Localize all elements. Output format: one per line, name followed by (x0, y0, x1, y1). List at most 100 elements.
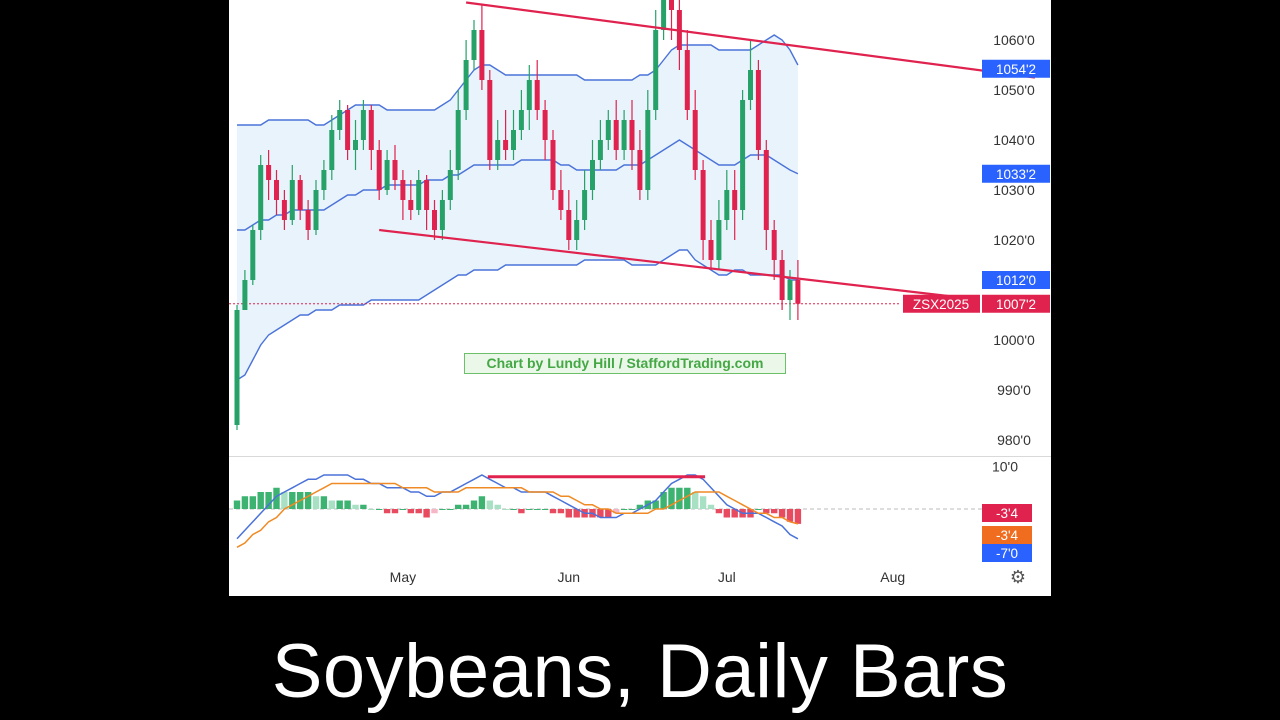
caption: Soybeans, Daily Bars (271, 629, 1009, 714)
macd-histogram-bar (628, 509, 636, 510)
candle-body (582, 190, 588, 220)
signal-line (236, 482, 799, 548)
candle (368, 105, 374, 170)
candle (700, 160, 706, 260)
candle-body (716, 220, 722, 260)
macd-histogram-bar (502, 509, 509, 510)
macd-histogram-bar (565, 509, 572, 518)
candle-body (313, 190, 319, 230)
candle (661, 0, 667, 40)
candle (550, 130, 556, 200)
macd-histogram-bar (289, 492, 296, 509)
price-label-bg (982, 271, 1050, 289)
macd-histogram-bar (668, 487, 675, 509)
candle-body (250, 230, 256, 280)
candle-body (684, 50, 690, 110)
macd-histogram-bar (573, 509, 580, 518)
macd-histogram-bar (273, 487, 280, 509)
time-tick-label: May (390, 569, 416, 585)
chart-svg[interactable]: 1060'0 1050'0 1040'0 1030'0 1020'0 1000'0 990'… (229, 0, 1051, 596)
chart-panel: 1060'0 1050'0 1040'0 1030'0 1020'0 1000'0 990'… (229, 0, 1051, 596)
candle-body (740, 100, 746, 210)
candle-body (542, 110, 548, 140)
macd-line (236, 474, 799, 540)
candle (321, 160, 327, 200)
price-label: 1007'2 ZSX2025 (903, 294, 1050, 313)
macd-histogram-bar (257, 492, 264, 509)
macd-histogram-bar (707, 504, 715, 509)
macd-histogram-bar (526, 509, 533, 510)
candle-body (297, 180, 303, 210)
macd-histogram-bar (636, 504, 644, 509)
price-label: 1054'2 (982, 59, 1050, 78)
candle (503, 110, 509, 160)
candle-body (645, 110, 651, 190)
candle (542, 100, 548, 160)
candle-body (416, 180, 422, 210)
candle-body (511, 130, 516, 150)
candle (795, 260, 801, 320)
candle (566, 190, 572, 250)
candle (289, 165, 295, 225)
candle-body (558, 190, 564, 210)
candle-body (305, 210, 311, 230)
candle-body (479, 30, 485, 80)
symbol-tag-bg (903, 294, 980, 313)
candle (376, 140, 382, 200)
macd-histogram-bar (557, 509, 565, 514)
macd-histogram-bar (281, 492, 288, 509)
candle (353, 120, 358, 170)
candle-body (724, 190, 730, 220)
candle (629, 100, 635, 170)
bollinger-upper-line (237, 34, 799, 126)
macd-histogram-bar (597, 509, 604, 518)
candle (511, 110, 516, 160)
gear-icon[interactable]: ⚙ (1009, 567, 1027, 587)
price-label-bg (982, 294, 1050, 313)
candle-body (597, 140, 603, 160)
macd-histogram-bar (541, 509, 549, 510)
candle-body (353, 140, 358, 150)
macd-histogram-bar (431, 509, 438, 514)
candle-body (463, 60, 469, 110)
candle-body (605, 120, 611, 140)
macd-histogram-bar (376, 509, 383, 510)
candle-body (329, 130, 335, 170)
candle-body (795, 280, 801, 304)
macd-histogram-bar (486, 500, 493, 509)
price-label: 1033'2 (982, 164, 1050, 183)
symbol-tag-text: ZSX2025 (913, 297, 969, 312)
trendline-lower (379, 228, 949, 298)
candle (360, 100, 366, 150)
macd-histogram-bar (494, 504, 501, 509)
macd-histogram-bar (692, 492, 699, 509)
macd-histogram-bar (415, 509, 422, 514)
candle (771, 220, 777, 280)
macd-histogram-bar (699, 496, 707, 509)
candle (305, 200, 311, 240)
candle (400, 170, 406, 220)
macd-histogram-bar (605, 509, 612, 518)
candle-body (621, 120, 627, 150)
candle-body (424, 180, 430, 210)
macd-value-label: -3'4 (982, 504, 1032, 522)
candle-body (518, 110, 524, 130)
candle-body (242, 280, 248, 310)
candle (692, 90, 698, 180)
price-label-bg (982, 59, 1050, 78)
candle (329, 115, 335, 180)
candle-body (755, 70, 761, 150)
price-label: 1012'0 (982, 271, 1050, 289)
macd-histogram-bar (478, 496, 486, 509)
candle (345, 105, 351, 160)
macd-histogram-bar (778, 509, 786, 518)
price-tick-label: 1030'0 (993, 182, 1035, 198)
candle (763, 140, 769, 250)
candle (455, 90, 461, 180)
candle-body (503, 140, 509, 150)
macd-histogram-bar (715, 509, 723, 514)
macd-value-label-bg (982, 526, 1032, 544)
macd-histogram-bar (620, 509, 628, 510)
macd-histogram-bar (265, 492, 272, 509)
price-tick-label: 1060'0 (993, 32, 1035, 48)
